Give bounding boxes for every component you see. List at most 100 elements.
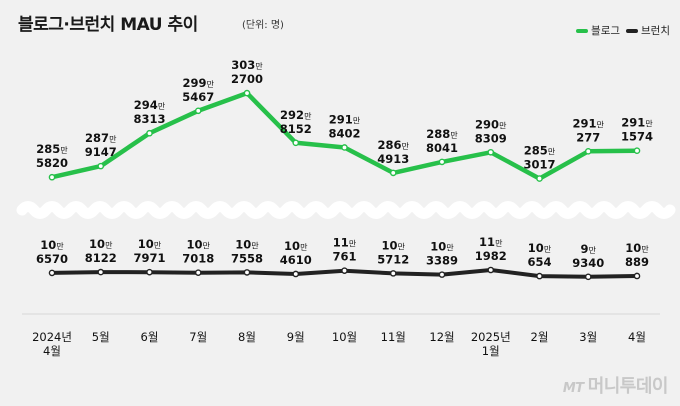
blog-value-label: 5820 <box>36 156 68 170</box>
blog-value-label: 2700 <box>231 72 263 86</box>
legend-label-blog: 블로그 <box>591 25 621 37</box>
blog-point <box>633 147 641 155</box>
blog-value-label: 287만 <box>85 131 117 145</box>
brunch-point <box>341 267 348 274</box>
brunch-point <box>243 269 251 276</box>
brunch-point <box>97 268 105 276</box>
brunch-point <box>194 269 202 276</box>
legend-item-brunch: 브런치 <box>626 23 670 38</box>
blog-point <box>48 173 56 181</box>
brunch-value-label: 10만 <box>40 238 64 252</box>
x-tick-label: 9월 <box>287 330 305 344</box>
blog-point <box>194 107 202 115</box>
x-tick-label: 10월 <box>332 330 357 344</box>
brunch-value-label: 10만 <box>89 237 113 251</box>
blog-value-label: 285만 <box>36 142 68 156</box>
blog-value-label: 8041 <box>426 141 458 155</box>
blog-value-label: 290만 <box>475 117 507 131</box>
unit-label: (단위: 명) <box>242 20 284 31</box>
blog-value-label: 299만 <box>183 76 215 90</box>
brunch-value-label: 4610 <box>280 253 312 267</box>
legend: 블로그 브런치 <box>576 23 670 38</box>
blog-value-label: 291만 <box>573 116 605 130</box>
brunch-point <box>487 266 495 274</box>
brunch-value-label: 10만 <box>235 237 259 251</box>
brunch-value-label: 10만 <box>625 241 649 255</box>
x-tick-label: 3월 <box>579 330 597 344</box>
legend-item-blog: 블로그 <box>576 23 620 38</box>
x-tick-label: 4월 <box>628 330 646 344</box>
brunch-value-label: 10만 <box>138 237 162 251</box>
blog-value-label: 3017 <box>523 158 555 172</box>
brunch-value-label: 761 <box>332 250 356 264</box>
blog-point <box>584 148 592 155</box>
brunch-point <box>292 270 300 278</box>
x-tick-label: 12월 <box>429 330 454 344</box>
brunch-point <box>633 272 641 280</box>
legend-label-brunch: 브런치 <box>641 25 670 37</box>
blog-value-label: 286만 <box>378 138 410 152</box>
x-tick-label: 2025년 <box>471 330 511 344</box>
blog-value-label: 8402 <box>328 126 360 140</box>
blog-value-label: 303만 <box>231 58 263 72</box>
blog-value-label: 8152 <box>280 122 312 136</box>
brunch-value-label: 11만 <box>333 236 357 250</box>
blog-point <box>146 129 153 137</box>
x-tick-label: 11월 <box>381 330 406 344</box>
brunch-point <box>584 273 592 281</box>
blog-value-label: 285만 <box>524 144 556 158</box>
blog-point <box>243 89 251 97</box>
brunch-value-label: 10만 <box>382 238 406 252</box>
chart-title: 블로그·브런치 MAU 추이 <box>18 15 198 35</box>
brunch-value-label: 6570 <box>36 252 68 266</box>
blog-value-label: 291만 <box>621 116 653 130</box>
blog-value-label: 1574 <box>621 130 653 144</box>
brunch-value-label: 9만 <box>581 242 597 256</box>
brunch-point <box>389 270 397 277</box>
x-tick-label: 8월 <box>238 330 256 344</box>
brunch-value-label: 8122 <box>85 251 117 265</box>
x-tick-label: 5월 <box>92 330 110 344</box>
brunch-point <box>48 269 56 277</box>
blog-value-label: 5467 <box>182 90 214 104</box>
blog-point <box>438 158 446 166</box>
blog-series: 285만5820287만9147294만8313299만5467303만2700… <box>36 58 653 182</box>
x-tick-label: 4월 <box>43 344 61 358</box>
publisher-logo-icon: MT <box>562 381 584 396</box>
blog-value-label: 288만 <box>426 127 458 141</box>
brunch-value-label: 5712 <box>377 252 409 266</box>
publisher-name: 머니투데이 <box>587 376 669 397</box>
blog-value-label: 277 <box>576 130 600 144</box>
brunch-value-label: 10만 <box>284 239 308 253</box>
blog-value-label: 294만 <box>134 98 166 112</box>
brunch-value-label: 7558 <box>231 251 263 265</box>
blog-point <box>487 148 495 156</box>
brunch-value-label: 10만 <box>430 240 454 254</box>
blog-point <box>341 144 348 151</box>
blog-value-label: 9147 <box>85 145 117 159</box>
brunch-point <box>146 268 153 276</box>
axis-break-wave <box>16 201 676 219</box>
brunch-series: 10만657010만812210만797110만701810만755810만46… <box>36 235 649 281</box>
blog-point <box>97 162 105 170</box>
brunch-value-label: 9340 <box>572 256 604 270</box>
blog-value-label: 292만 <box>280 108 312 122</box>
brunch-value-label: 889 <box>625 255 649 269</box>
blog-value-label: 291만 <box>329 112 361 126</box>
brunch-value-label: 10만 <box>187 238 211 252</box>
brunch-value-label: 10만 <box>528 241 552 255</box>
brunch-point <box>536 272 543 280</box>
brunch-value-label: 7018 <box>182 252 214 266</box>
blog-value-label: 8313 <box>133 112 165 126</box>
x-tick-label: 6월 <box>141 330 159 344</box>
brunch-value-label: 3389 <box>426 254 458 268</box>
blog-point <box>292 139 300 147</box>
x-tick-label: 7월 <box>189 330 207 344</box>
brunch-value-label: 654 <box>527 255 551 269</box>
x-tick-label: 2024년 <box>32 330 72 344</box>
x-tick-label: 2월 <box>531 330 549 344</box>
brunch-value-label: 1982 <box>475 249 507 263</box>
brunch-value-label: 7971 <box>133 251 165 265</box>
